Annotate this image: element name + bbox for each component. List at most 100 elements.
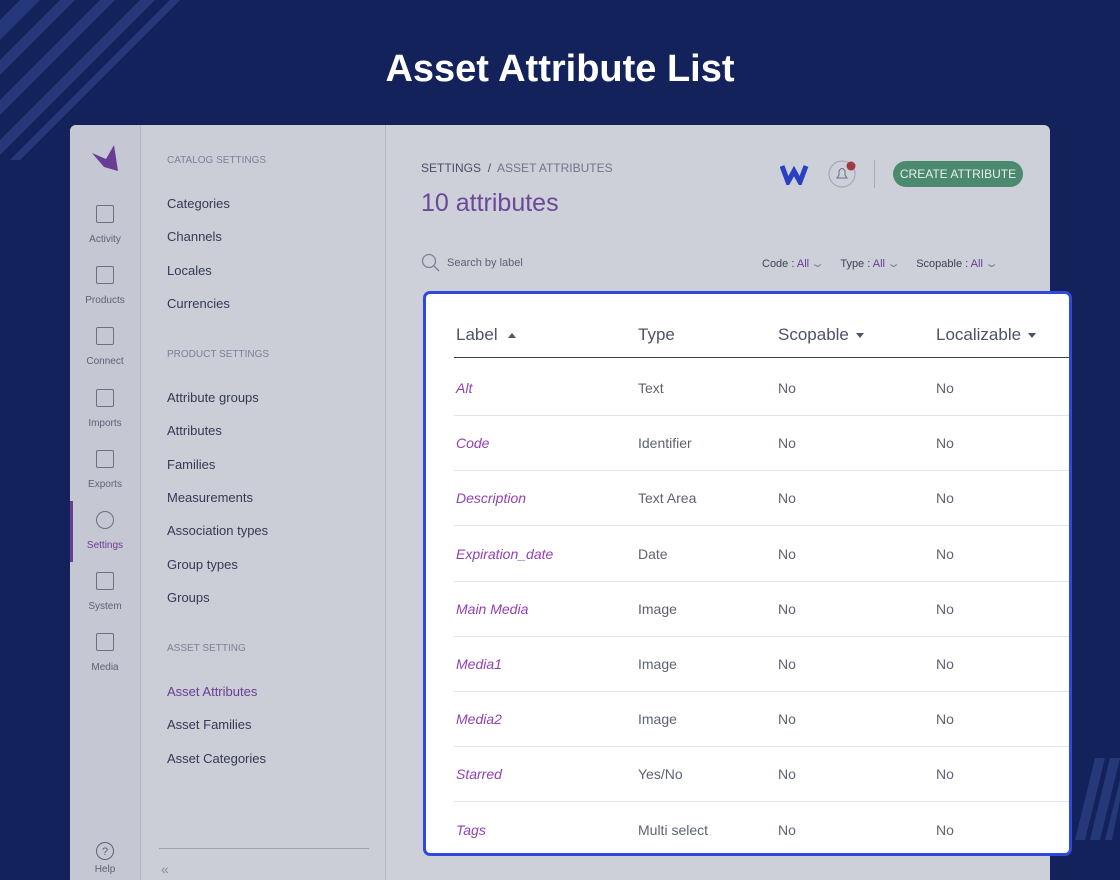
filter-caret: ⌄ (984, 258, 999, 270)
table-cell: No (936, 380, 954, 396)
attribute-label[interactable]: Tags (456, 821, 486, 838)
count-heading: 10 attributes (421, 189, 559, 217)
nav-label[interactable]: Media (91, 662, 119, 674)
row-divider (454, 470, 1069, 472)
filter[interactable]: Type : All⌄ (840, 258, 901, 270)
nav-icon[interactable] (96, 511, 114, 529)
table-cell: No (778, 711, 796, 728)
table-cell: No (778, 490, 796, 507)
menu-item[interactable]: Asset Families (167, 717, 252, 733)
row-divider (454, 635, 1069, 637)
notifications[interactable] (827, 159, 859, 191)
menu-item[interactable]: Measurements (167, 489, 253, 505)
sort-caret[interactable] (1028, 333, 1036, 338)
divider (159, 848, 369, 849)
menu-item[interactable]: Group types (167, 556, 238, 572)
table-cell: Image (638, 656, 677, 672)
column-header[interactable]: Scopable (778, 325, 849, 344)
nav-icon[interactable] (96, 633, 114, 652)
table-cell: No (778, 435, 796, 452)
breadcrumb-separator: / (487, 161, 492, 175)
attribute-label[interactable]: Media2 (456, 711, 502, 728)
menu-item[interactable]: Groups (167, 589, 210, 605)
table-cell: Text Area (638, 490, 697, 507)
create-button[interactable]: CREATE ATTRIBUTE (893, 161, 1023, 187)
table-cell: Image (638, 711, 677, 728)
nav-icon[interactable] (96, 388, 114, 407)
nav-icon[interactable] (96, 205, 114, 223)
row-divider (454, 525, 1069, 527)
table-cell: No (936, 435, 954, 452)
nav-label[interactable]: Exports (88, 478, 122, 490)
table-cell: No (778, 600, 796, 617)
menu-item[interactable]: Locales (167, 262, 212, 278)
breadcrumb-item[interactable]: SETTINGS (421, 161, 482, 175)
attribute-label[interactable]: Description (456, 490, 527, 507)
menu-heading: PRODUCT SETTINGS (167, 349, 270, 360)
menu-item[interactable]: Asset Attributes (167, 684, 258, 699)
column-header[interactable]: Label (456, 325, 498, 344)
attribute-label[interactable]: Alt (456, 380, 473, 396)
nav-icon[interactable] (96, 327, 114, 346)
filter-separator: : (867, 258, 871, 270)
filter-caret: ⌄ (886, 258, 901, 270)
attribute-label[interactable]: Main Media (456, 600, 529, 617)
svg-text:?: ? (102, 846, 108, 858)
collapse-icon[interactable]: « (161, 861, 169, 877)
header-rule (454, 357, 1069, 358)
table-cell: No (778, 545, 796, 562)
menu-item[interactable]: Families (167, 456, 216, 472)
nav-icon[interactable] (96, 572, 114, 591)
attribute-label[interactable]: Media1 (456, 656, 502, 672)
menu-item[interactable]: Attribute groups (167, 390, 259, 405)
menu-heading: ASSET SETTING (167, 643, 246, 654)
nav-label[interactable]: Activity (89, 234, 121, 245)
filter-separator: : (965, 258, 969, 270)
menu-item[interactable]: Asset Categories (167, 750, 266, 766)
menu-item[interactable]: Association types (167, 523, 269, 539)
filter-separator: : (791, 258, 795, 270)
filter-value: All (872, 258, 885, 270)
table-cell: No (936, 545, 954, 562)
menu-item[interactable]: Channels (167, 229, 222, 245)
nav-label[interactable]: Imports (88, 417, 122, 429)
attribute-label[interactable]: Expiration_date (456, 545, 554, 562)
table-cell: Yes/No (638, 766, 683, 783)
filter[interactable]: Scopable : All⌄ (916, 258, 999, 270)
attribute-label[interactable]: Code (456, 435, 490, 452)
filter[interactable]: Code : All⌄ (762, 258, 825, 270)
search-input[interactable]: Search by label (447, 257, 523, 269)
row-divider (454, 415, 1069, 416)
column-header[interactable]: Localizable (936, 325, 1022, 344)
active-indicator (70, 501, 73, 562)
menu-item[interactable]: Categories (167, 196, 230, 211)
nav-icon[interactable] (96, 449, 114, 468)
nav-label[interactable]: Connect (86, 356, 124, 368)
filter-label: Type (840, 258, 865, 270)
help-label[interactable]: Help (94, 864, 116, 875)
brand-logo (780, 165, 809, 185)
nav-label[interactable]: System (88, 601, 122, 613)
sort-caret[interactable] (508, 333, 516, 338)
table-cell: Text (638, 380, 664, 396)
table-cell: Identifier (638, 435, 692, 452)
row-divider (454, 691, 1069, 692)
attribute-label[interactable]: Starred (456, 766, 502, 783)
sort-caret[interactable] (856, 333, 864, 338)
menu-item[interactable]: Currencies (167, 295, 230, 311)
settings-menu: « CATALOG SETTINGS Categories Channels Loca… (141, 125, 386, 880)
row-divider (454, 580, 1069, 582)
filter-label: Scopable (916, 258, 963, 270)
nav-label[interactable]: Settings (86, 540, 124, 551)
column-header[interactable]: Type (638, 325, 675, 344)
table-cell: Multi select (638, 821, 709, 838)
row-divider (454, 801, 1069, 803)
nav-label[interactable]: Products (85, 295, 125, 307)
attribute-table: Label Type Scopable Localizable Alt Text No No C… (423, 291, 1072, 856)
table-cell: No (778, 766, 796, 783)
menu-item[interactable]: Attributes (167, 423, 222, 439)
table-cell: No (936, 766, 954, 783)
table-cell: Image (638, 600, 677, 617)
nav-icon[interactable] (96, 266, 114, 285)
